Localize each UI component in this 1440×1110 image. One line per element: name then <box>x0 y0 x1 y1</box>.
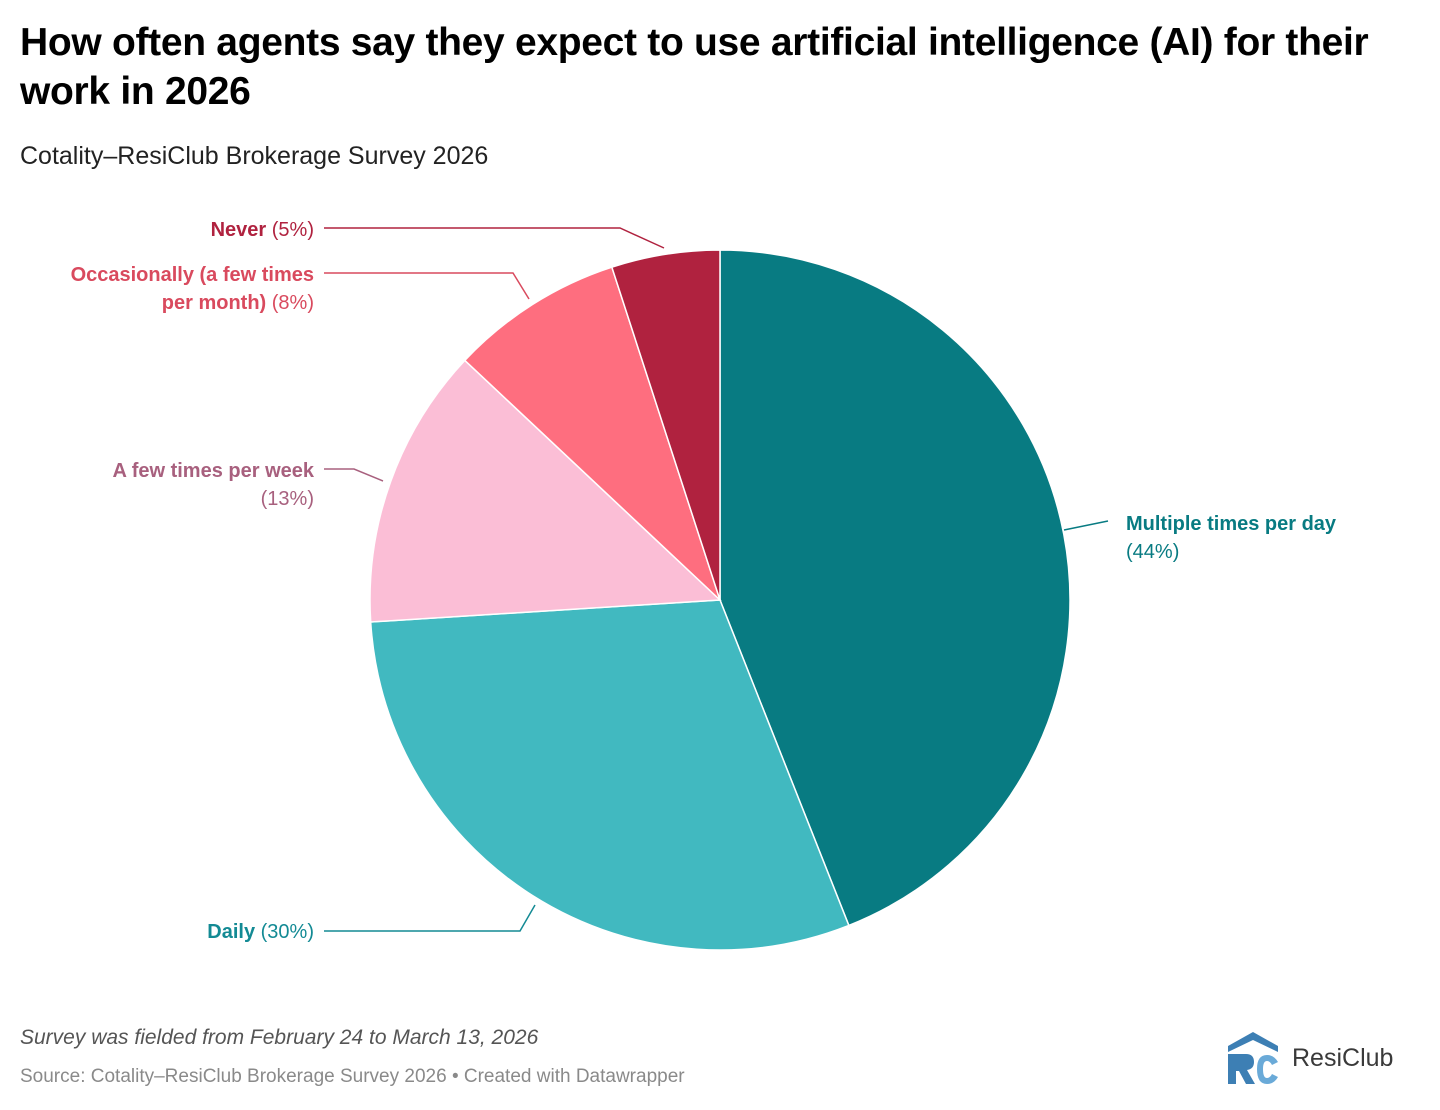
slice-label-name: Multiple times per day <box>1126 513 1337 535</box>
slice-label-name: Daily <box>207 921 256 943</box>
pie-slice-a-few-times-per-week[interactable] <box>369 359 722 623</box>
pie-slice-multiple-times-per-day[interactable] <box>719 249 1071 927</box>
leader-line-occasionally-a-few-times-per-month <box>324 272 530 300</box>
chart-subtitle: Cotality–ResiClub Brokerage Survey 2026 <box>20 142 489 170</box>
survey-note: Survey was fielded from February 24 to M… <box>20 1026 539 1049</box>
slice-label-a-few-times-per-week: A few times per week (13%) <box>112 460 314 510</box>
slice-label-value: (44%) <box>1126 541 1179 563</box>
pie-slice-occasionally-a-few-times-per-month[interactable] <box>463 266 721 601</box>
source-line: Source: Cotality–ResiClub Brokerage Surv… <box>20 1066 685 1087</box>
leader-line-never <box>324 227 665 249</box>
slice-label-value: (8%) <box>266 292 314 314</box>
resiclub-logo: ResiClub <box>1226 1030 1393 1086</box>
slice-label-name: Never <box>211 219 267 241</box>
slice-label-value: (13%) <box>261 488 314 510</box>
leader-line-daily <box>324 904 536 932</box>
slice-label-never: Never (5%) <box>211 219 314 241</box>
pie-slice-daily[interactable] <box>369 599 850 951</box>
resiclub-logo-text: ResiClub <box>1292 1043 1394 1072</box>
leader-line-multiple-times-per-day <box>1063 520 1109 531</box>
slice-label-value: (5%) <box>266 219 314 241</box>
slice-label-daily: Daily (30%) <box>207 921 314 943</box>
resiclub-logo-icon <box>1228 1032 1278 1084</box>
leader-line-a-few-times-per-week <box>324 468 384 482</box>
chart-title: How often agents say they expect to use … <box>20 21 1369 113</box>
slice-label-occasionally-a-few-times-per-month: Occasionally (a few times per month) (8%) <box>71 264 314 314</box>
slice-label-name: Occasionally (a few times <box>71 264 314 286</box>
slice-label-name: per month) <box>162 292 266 314</box>
slice-label-value: (30%) <box>255 921 314 943</box>
pie-slice-never[interactable] <box>610 249 721 601</box>
slice-label-multiple-times-per-day: Multiple times per day (44%) <box>1126 513 1337 563</box>
slice-label-name: A few times per week <box>112 460 314 482</box>
